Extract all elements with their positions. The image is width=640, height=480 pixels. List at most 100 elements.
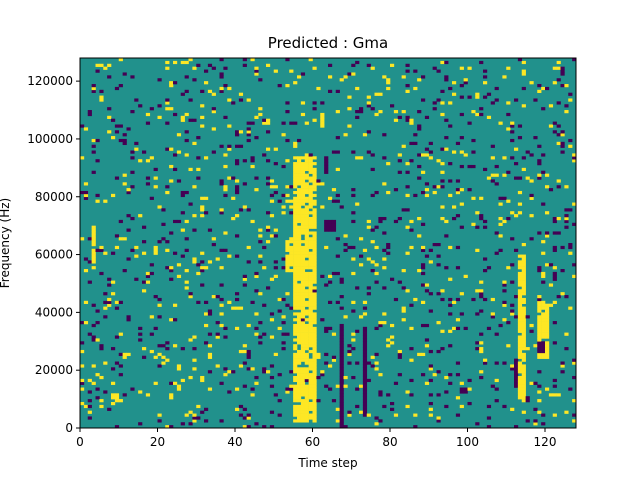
heatmap-cell bbox=[238, 413, 244, 417]
heatmap-cell bbox=[455, 214, 461, 218]
heatmap-cell bbox=[533, 344, 538, 348]
heatmap-cell bbox=[362, 401, 368, 406]
heatmap-cell bbox=[362, 410, 368, 414]
heatmap-cell bbox=[537, 269, 542, 273]
heatmap-cell bbox=[479, 332, 484, 336]
heatmap-cell bbox=[246, 425, 251, 429]
heatmap-cell bbox=[246, 130, 251, 134]
heatmap-cell bbox=[541, 352, 546, 357]
heatmap-cell bbox=[463, 274, 468, 278]
heatmap-cell bbox=[312, 407, 317, 411]
heatmap-cell bbox=[545, 173, 550, 177]
heatmap-cell bbox=[87, 237, 92, 241]
heatmap-cell bbox=[459, 66, 464, 70]
heatmap-cell bbox=[207, 260, 213, 264]
heatmap-cell bbox=[409, 393, 414, 397]
heatmap-cell bbox=[467, 66, 472, 70]
heatmap-cell bbox=[541, 306, 546, 310]
heatmap-cell bbox=[293, 286, 298, 290]
heatmap-cell bbox=[142, 347, 147, 351]
heatmap-cell bbox=[83, 257, 89, 261]
heatmap-cell bbox=[537, 355, 542, 359]
heatmap-cell bbox=[176, 274, 182, 278]
heatmap-cell bbox=[564, 104, 569, 108]
heatmap-cell bbox=[390, 401, 395, 406]
heatmap-cell bbox=[572, 274, 577, 278]
heatmap-cell bbox=[297, 138, 302, 143]
heatmap-cell bbox=[479, 280, 484, 284]
heatmap-cell bbox=[312, 355, 317, 359]
heatmap-cell bbox=[324, 384, 329, 388]
heatmap-cell bbox=[506, 127, 511, 131]
heatmap-cell bbox=[324, 159, 329, 163]
heatmap-cell bbox=[568, 92, 573, 96]
heatmap-cell bbox=[285, 332, 290, 336]
heatmap-cell bbox=[448, 162, 453, 166]
heatmap-cell bbox=[560, 144, 565, 148]
heatmap-cell bbox=[355, 404, 360, 409]
heatmap-cell bbox=[517, 58, 523, 62]
heatmap-cell bbox=[552, 393, 557, 397]
heatmap-cell bbox=[529, 193, 534, 198]
heatmap-cell bbox=[312, 289, 317, 293]
heatmap-cell bbox=[335, 199, 340, 203]
heatmap-cell bbox=[312, 271, 317, 276]
heatmap-cell bbox=[204, 419, 209, 423]
heatmap-cell bbox=[362, 407, 368, 411]
heatmap-cell bbox=[200, 269, 205, 273]
heatmap-cell bbox=[269, 318, 275, 322]
heatmap-cell bbox=[362, 364, 368, 368]
heatmap-cell bbox=[297, 306, 302, 310]
heatmap-cell bbox=[250, 164, 255, 169]
heatmap-cell bbox=[455, 373, 461, 377]
heatmap-cell bbox=[312, 306, 317, 310]
heatmap-cell bbox=[293, 240, 298, 244]
heatmap-cell bbox=[165, 358, 170, 362]
heatmap-cell bbox=[300, 260, 306, 264]
heatmap-cell bbox=[262, 367, 267, 371]
heatmap-cell bbox=[552, 231, 557, 235]
heatmap-cell bbox=[308, 390, 313, 394]
heatmap-cell bbox=[312, 170, 317, 174]
heatmap-cell bbox=[494, 361, 499, 365]
heatmap-cell bbox=[545, 309, 550, 313]
heatmap-cell bbox=[440, 147, 445, 151]
heatmap-cell bbox=[176, 133, 182, 137]
heatmap-cell bbox=[169, 179, 174, 183]
heatmap-cell bbox=[335, 193, 340, 198]
heatmap-cell bbox=[541, 349, 546, 354]
heatmap-cell bbox=[517, 266, 523, 270]
heatmap-cell bbox=[386, 338, 391, 342]
heatmap-cell bbox=[521, 60, 526, 65]
heatmap-cell bbox=[273, 185, 278, 189]
heatmap-cell bbox=[114, 396, 120, 400]
heatmap-cell bbox=[266, 159, 271, 163]
heatmap-cell bbox=[297, 274, 302, 278]
heatmap-cell bbox=[517, 280, 523, 284]
heatmap-cell bbox=[440, 162, 445, 166]
heatmap-cell bbox=[397, 373, 402, 377]
heatmap-cell bbox=[479, 196, 484, 200]
heatmap-cell bbox=[312, 390, 317, 394]
heatmap-cell bbox=[459, 390, 464, 394]
heatmap-cell bbox=[122, 269, 127, 273]
heatmap-cell bbox=[184, 138, 189, 143]
heatmap-cell bbox=[300, 286, 306, 290]
heatmap-cell bbox=[118, 300, 123, 304]
heatmap-cell bbox=[289, 237, 294, 241]
heatmap-cell bbox=[390, 335, 395, 339]
heatmap-cell bbox=[312, 263, 317, 267]
heatmap-cell bbox=[479, 370, 484, 374]
heatmap-cell bbox=[297, 243, 302, 247]
heatmap-cell bbox=[308, 199, 313, 203]
heatmap-cell bbox=[300, 329, 306, 333]
heatmap-cell bbox=[521, 280, 526, 284]
heatmap-cell bbox=[211, 243, 216, 247]
heatmap-cell bbox=[335, 237, 340, 241]
heatmap-cell bbox=[351, 257, 356, 261]
heatmap-cell bbox=[517, 352, 523, 357]
heatmap-cell bbox=[157, 115, 162, 119]
heatmap-cell bbox=[537, 162, 542, 166]
